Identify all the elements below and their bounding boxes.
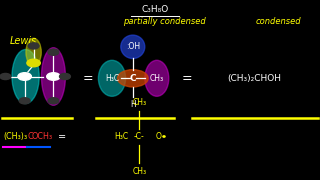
Circle shape	[48, 98, 59, 104]
Text: OCH₃: OCH₃	[31, 132, 52, 141]
Text: H: H	[31, 43, 36, 48]
Text: H: H	[51, 50, 56, 55]
Circle shape	[117, 70, 148, 87]
Text: H₃C: H₃C	[105, 74, 119, 83]
Text: H₃C: H₃C	[115, 132, 129, 141]
Text: (CH₃)₃: (CH₃)₃	[3, 132, 27, 141]
Circle shape	[18, 73, 31, 80]
Text: C: C	[22, 73, 27, 80]
Text: H: H	[62, 74, 68, 79]
Text: CH₃: CH₃	[132, 98, 146, 107]
Text: =: =	[58, 132, 67, 142]
Ellipse shape	[26, 38, 41, 66]
Circle shape	[28, 43, 39, 49]
Circle shape	[48, 49, 59, 55]
Ellipse shape	[12, 50, 39, 104]
Text: C₃H₈O: C₃H₈O	[141, 5, 169, 14]
Text: :OH: :OH	[126, 42, 140, 51]
Text: C: C	[27, 132, 33, 141]
Text: C: C	[130, 74, 136, 83]
Text: H: H	[51, 98, 56, 103]
Text: =: =	[83, 72, 93, 85]
Text: (CH₃)₂CHOH: (CH₃)₂CHOH	[228, 74, 281, 83]
Text: H: H	[130, 100, 136, 109]
Text: O: O	[31, 60, 36, 66]
Ellipse shape	[99, 60, 125, 96]
Text: Lewis: Lewis	[10, 36, 37, 46]
Text: C: C	[51, 73, 56, 80]
Circle shape	[47, 73, 60, 80]
Text: CH₃: CH₃	[150, 74, 164, 83]
Text: -C-: -C-	[134, 132, 145, 141]
Text: =: =	[182, 72, 193, 85]
Circle shape	[27, 59, 40, 67]
Text: partially condensed: partially condensed	[123, 17, 206, 26]
Circle shape	[60, 73, 70, 80]
Ellipse shape	[42, 48, 66, 105]
Circle shape	[19, 98, 30, 104]
Text: O: O	[156, 132, 161, 141]
Text: H: H	[22, 98, 27, 103]
Text: CH₃: CH₃	[132, 166, 146, 176]
Text: condensed: condensed	[256, 17, 302, 26]
Ellipse shape	[121, 35, 145, 58]
Circle shape	[0, 73, 11, 80]
Text: H: H	[3, 74, 8, 79]
Ellipse shape	[145, 60, 169, 96]
